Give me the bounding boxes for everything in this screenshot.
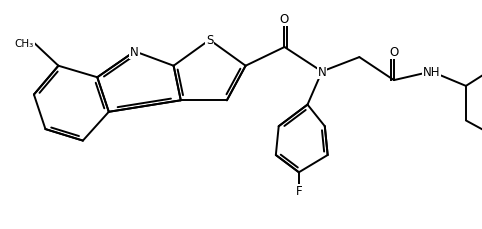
Text: NH: NH: [423, 66, 440, 79]
Text: F: F: [295, 185, 302, 198]
Text: O: O: [280, 13, 289, 26]
Text: S: S: [206, 34, 214, 47]
Text: CH₃: CH₃: [14, 38, 34, 49]
Text: N: N: [318, 66, 326, 79]
Text: O: O: [389, 46, 399, 59]
Text: N: N: [130, 46, 139, 59]
